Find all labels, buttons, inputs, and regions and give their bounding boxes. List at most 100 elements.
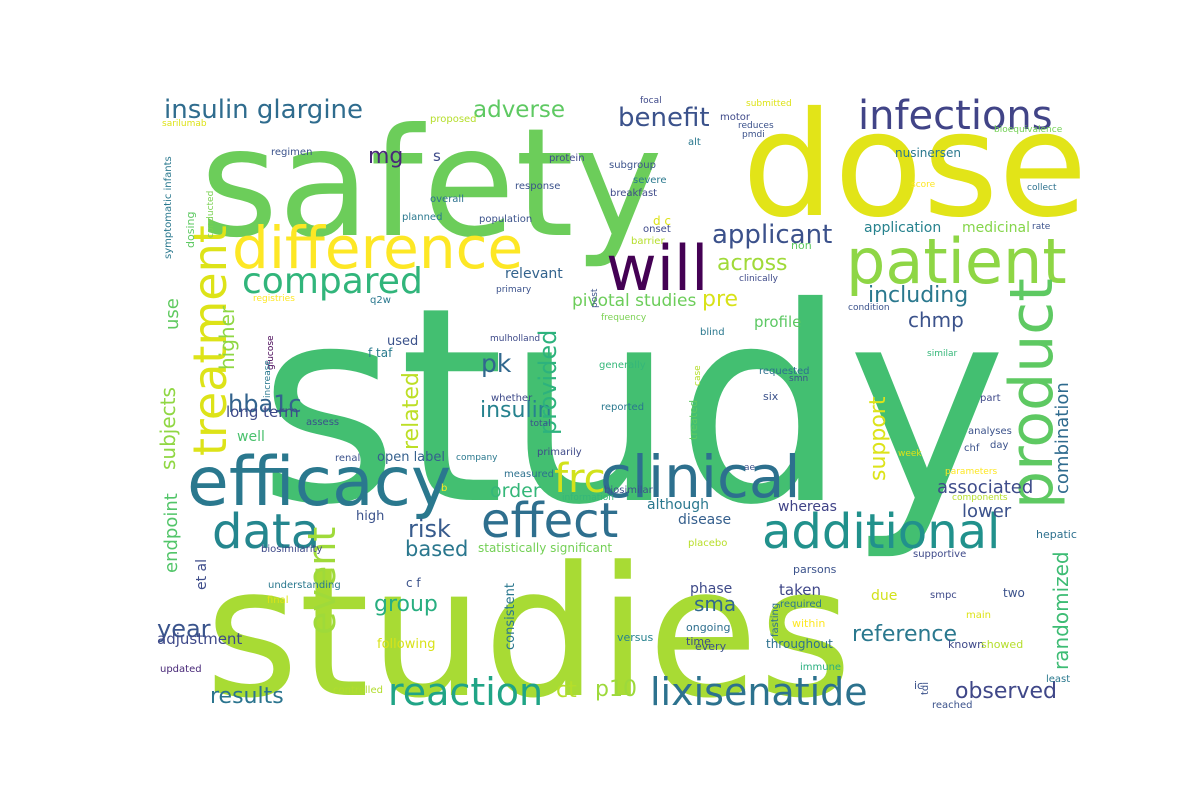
word-phase: phase [690,581,732,597]
word-treatment: treatment [183,225,237,456]
word-components: components [952,493,1008,503]
word-long-term: long term [226,403,299,421]
word-pivotal-studies: pivotal studies [572,291,696,311]
word-adverse: adverse [473,97,565,123]
word-lixisenatide: lixisenatide [650,670,868,714]
word-clinical: clinical [600,443,801,511]
word-reference: reference [852,622,957,647]
word-lower: lower [962,501,1012,522]
word-disease: disease [678,512,731,528]
word-severe: severe [633,175,666,186]
word-profile: profile [754,313,801,331]
word-known: known [948,638,984,651]
word-alt: alt [688,137,701,148]
word-chf: chf [964,443,980,454]
word-fasting: fasting [770,603,781,637]
word-sarilumab: sarilumab [162,119,207,129]
word-higher: higher [215,305,239,370]
word-versus: versus [617,631,654,644]
word-clinically: clinically [739,274,779,284]
word-endpoint: endpoint [161,493,182,573]
word-f-taf: f taf [368,346,393,360]
word-support: support [866,396,891,481]
word-although: although [647,497,709,513]
word-reduces: reduces [738,121,774,131]
word-glucose: glucose [266,335,276,370]
word-bioequivalence: bioequivalence [994,125,1063,135]
word-statistically-significant: statistically significant [478,541,612,555]
word-chmp: chmp [908,308,964,332]
word-insulin: insulin [480,398,552,423]
word-primary: primary [496,285,532,295]
word-every: every [695,640,727,653]
word-patient: patient [846,225,1067,298]
word-well: well [237,429,265,445]
word-controlled: controlled [333,685,383,696]
word-required: required [780,599,822,610]
word-group: group [374,592,438,617]
word-smpc: smpc [930,590,957,601]
word-regimen: regimen [271,147,312,158]
word-benefit: benefit [618,103,710,133]
word-data: data [212,504,320,560]
word-assess: assess [306,417,339,428]
word-case: case [693,365,703,386]
word-biosimilarity: biosimilarity [261,544,322,555]
word-pmdi: pmdi [742,130,765,140]
word-compared: compared [242,261,423,302]
word-reached: reached [932,700,973,711]
word-blind: blind [700,327,725,338]
word-increase: increase [263,360,273,398]
word-consistent: consistent [503,583,518,650]
word-infections: infections [858,93,1053,139]
word-throughout: throughout [766,637,833,651]
word-showed: showed [981,638,1023,651]
word-company: company [456,453,498,463]
word-based: based [405,537,468,561]
word-q2w: q2w [370,295,391,306]
word-whereas: whereas [778,499,837,515]
word-dose: dose [742,81,1088,250]
word-studies: studies [205,529,852,738]
word-nusinersen: nusinersen [895,146,961,160]
word-results: results [210,684,284,709]
word-associated: associated [937,477,1033,498]
word-relevant: relevant [505,266,563,282]
word-including: including [868,283,968,308]
word-frequency: frequency [601,313,647,323]
word-use: use [162,298,183,330]
word-sma: sma [694,592,736,616]
word-additional: additional [762,504,1000,560]
word-used: used [387,334,418,349]
word-c-f: c f [406,576,421,590]
word-smn: smn [789,374,808,384]
word-open-label: open label [377,450,445,465]
word-requested: requested [759,366,810,377]
word-mulholland: mulholland [490,334,540,344]
word-efficacy: efficacy [187,443,451,522]
word-applicant: applicant [712,220,832,250]
word-updated: updated [160,664,202,675]
word-biosimilar: biosimilar [604,485,654,496]
word-overall: overall [430,194,464,205]
word-protein: protein [549,153,585,164]
word-study: study [258,249,1007,564]
word-subjects: subjects [156,387,180,470]
word-planned: planned [402,212,442,223]
word-will: will [606,232,708,305]
word-conducted: conducted [206,191,216,238]
word-barrier: barrier [631,236,665,247]
word-high: high [356,509,384,524]
word-information: information [562,493,614,503]
word-renal: renal [335,453,360,464]
word-focal: focal [640,96,662,106]
word-p10: p10 [595,677,637,702]
word-parsons: parsons [793,563,837,576]
word-order: order [490,480,541,502]
word-measured: measured [504,469,554,480]
word-due: due [871,588,897,604]
word-six: six [763,390,779,403]
word-pre: pre [702,287,738,312]
word-reported: reported [601,402,644,413]
